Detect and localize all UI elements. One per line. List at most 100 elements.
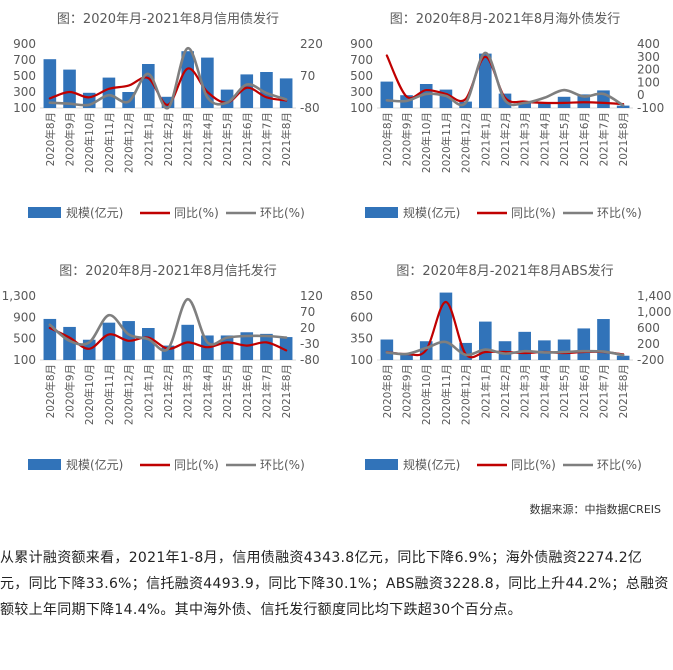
bar-2020年9月 (63, 69, 76, 108)
x-tick-label: 2020年10月 (83, 112, 96, 173)
x-tick-label: 2020年12月 (123, 112, 136, 173)
x-tick-label: 2021年5月 (221, 112, 234, 166)
x-tick-label: 2021年6月 (578, 364, 591, 418)
overseas-bond-chart: 图：2020年8月-2021年8月海外债发行 900 700 500 300 100 400… (337, 0, 673, 250)
chart-svg: 图：2020年8月-2021年8月信托发行 1,300 900 500 100 120 70… (2, 263, 323, 472)
chart-title: 图：2020年月-2021年8月信用债发行 (57, 11, 279, 27)
x-tick-label: 2020年12月 (460, 364, 473, 425)
x-tick-label: 2021年6月 (578, 112, 591, 166)
x-tick-label: 2021年6月 (241, 112, 254, 166)
x-tick-label: 2021年7月 (597, 112, 610, 166)
right-tick-label: 120 (300, 289, 323, 303)
x-tick-label: 2021年8月 (617, 112, 630, 166)
bar-2020年8月 (43, 59, 57, 108)
legend-yoy-label: 同比(%) (174, 458, 219, 472)
left-tick-label: 500 (13, 69, 36, 83)
bar-2021年7月 (597, 319, 610, 360)
bar-2021年6月 (240, 74, 254, 108)
legend-bar-label: 规模(亿元) (403, 457, 460, 472)
x-tick-label: 2020年11月 (103, 112, 116, 173)
x-tick-label: 2020年8月 (44, 112, 57, 166)
x-tick-label: 2020年11月 (103, 364, 116, 425)
right-tick-label: 70 (300, 69, 315, 83)
left-tick-label: 100 (350, 101, 373, 115)
bar-2021年7月 (260, 333, 273, 360)
left-tick-label: 900 (13, 37, 36, 51)
right-tick-label: 220 (300, 37, 323, 51)
x-tick-label: 2020年10月 (420, 112, 433, 173)
x-tick-label: 2020年8月 (44, 364, 57, 418)
left-tick-label: 900 (13, 310, 36, 324)
x-tick-label: 2020年9月 (401, 364, 414, 418)
left-tick-label: 700 (350, 53, 373, 67)
x-tick-label: 2021年5月 (558, 112, 571, 166)
chart-title: 图：2020年8月-2021年8月ABS发行 (396, 263, 613, 279)
mom-series-line (385, 51, 625, 107)
x-tick-label: 2020年10月 (420, 364, 433, 425)
chart-svg: 图：2020年8月-2021年8月海外债发行 900 700 500 300 100 400… (350, 11, 664, 220)
x-tick-label: 2021年1月 (142, 112, 155, 166)
x-tick-label: 2021年3月 (519, 112, 532, 166)
right-tick-label: 100 (637, 75, 660, 89)
x-tick-label: 2021年2月 (162, 112, 175, 166)
legend-bar-swatch (365, 459, 398, 470)
data-source-note: 数据来源：中指数据CREIS (529, 503, 662, 516)
chart-svg: 图：2020年月-2021年8月信用债发行 900 700 500 300 100 220 7… (13, 11, 323, 220)
right-tick-label: 300 (637, 50, 660, 64)
right-tick-label: -80 (300, 353, 320, 367)
left-tick-label: 300 (350, 85, 373, 99)
bar-2021年8月 (279, 337, 293, 360)
right-tick-label: -30 (300, 337, 320, 351)
x-tick-label: 2020年9月 (64, 364, 77, 418)
right-tick-label: 200 (637, 63, 660, 77)
right-tick-label: 0 (637, 88, 645, 102)
left-tick-label: 100 (350, 353, 373, 367)
left-tick-label: 100 (13, 101, 36, 115)
x-tick-label: 2021年5月 (558, 364, 571, 418)
bar-2020年8月 (380, 81, 394, 108)
bar-2021年5月 (557, 339, 571, 360)
left-tick-label: 300 (13, 85, 36, 99)
x-tick-label: 2020年8月 (381, 364, 394, 418)
right-tick-label: 20 (300, 321, 315, 335)
x-tick-label: 2020年11月 (440, 364, 453, 425)
x-tick-label: 2021年1月 (479, 112, 492, 166)
left-tick-label: 700 (13, 53, 36, 67)
legend-yoy-label: 同比(%) (174, 206, 219, 220)
x-tick-label: 2021年1月 (479, 364, 492, 418)
right-tick-label: 200 (637, 337, 660, 351)
x-tick-label: 2021年2月 (499, 112, 512, 166)
x-tick-label: 2021年4月 (201, 364, 214, 418)
right-tick-label: -80 (300, 101, 320, 115)
x-tick-label: 2020年9月 (64, 112, 77, 166)
left-tick-label: 500 (13, 332, 36, 346)
right-tick-label: -100 (637, 101, 664, 115)
legend-mom-label: 环比(%) (597, 206, 642, 220)
legend-yoy-label: 同比(%) (511, 206, 556, 220)
left-tick-label: 500 (350, 69, 373, 83)
bar-2021年1月 (479, 53, 492, 108)
trust-chart: 图：2020年8月-2021年8月信托发行 1,300 900 500 100 120 70… (0, 252, 336, 502)
bar-2021年6月 (577, 328, 591, 360)
bar-2021年3月 (181, 51, 194, 108)
bar-2021年2月 (498, 341, 512, 360)
summary-paragraph: 从累计融资额来看，2021年1-8月，信用债融资4343.8亿元，同比下降6.9… (0, 550, 669, 618)
bar-2020年11月 (102, 77, 116, 108)
x-tick-label: 2021年3月 (519, 364, 532, 418)
x-tick-label: 2021年4月 (538, 364, 551, 418)
x-tick-label: 2021年4月 (538, 112, 551, 166)
legend-mom-label: 环比(%) (597, 458, 642, 472)
left-tick-label: 1,300 (2, 289, 36, 303)
x-tick-label: 2021年8月 (280, 364, 293, 418)
left-tick-label: 850 (350, 289, 373, 303)
right-tick-label: 1,000 (637, 305, 671, 319)
legend-bar-label: 规模(亿元) (66, 205, 123, 220)
x-tick-label: 2021年3月 (182, 112, 195, 166)
legend-mom-label: 环比(%) (260, 458, 305, 472)
x-tick-label: 2021年4月 (201, 112, 214, 166)
chart-title: 图：2020年8月-2021年8月信托发行 (59, 263, 276, 279)
x-tick-label: 2020年12月 (460, 112, 473, 173)
x-tick-label: 2020年12月 (123, 364, 136, 425)
x-tick-label: 2021年8月 (280, 112, 293, 166)
x-tick-label: 2021年2月 (499, 364, 512, 418)
